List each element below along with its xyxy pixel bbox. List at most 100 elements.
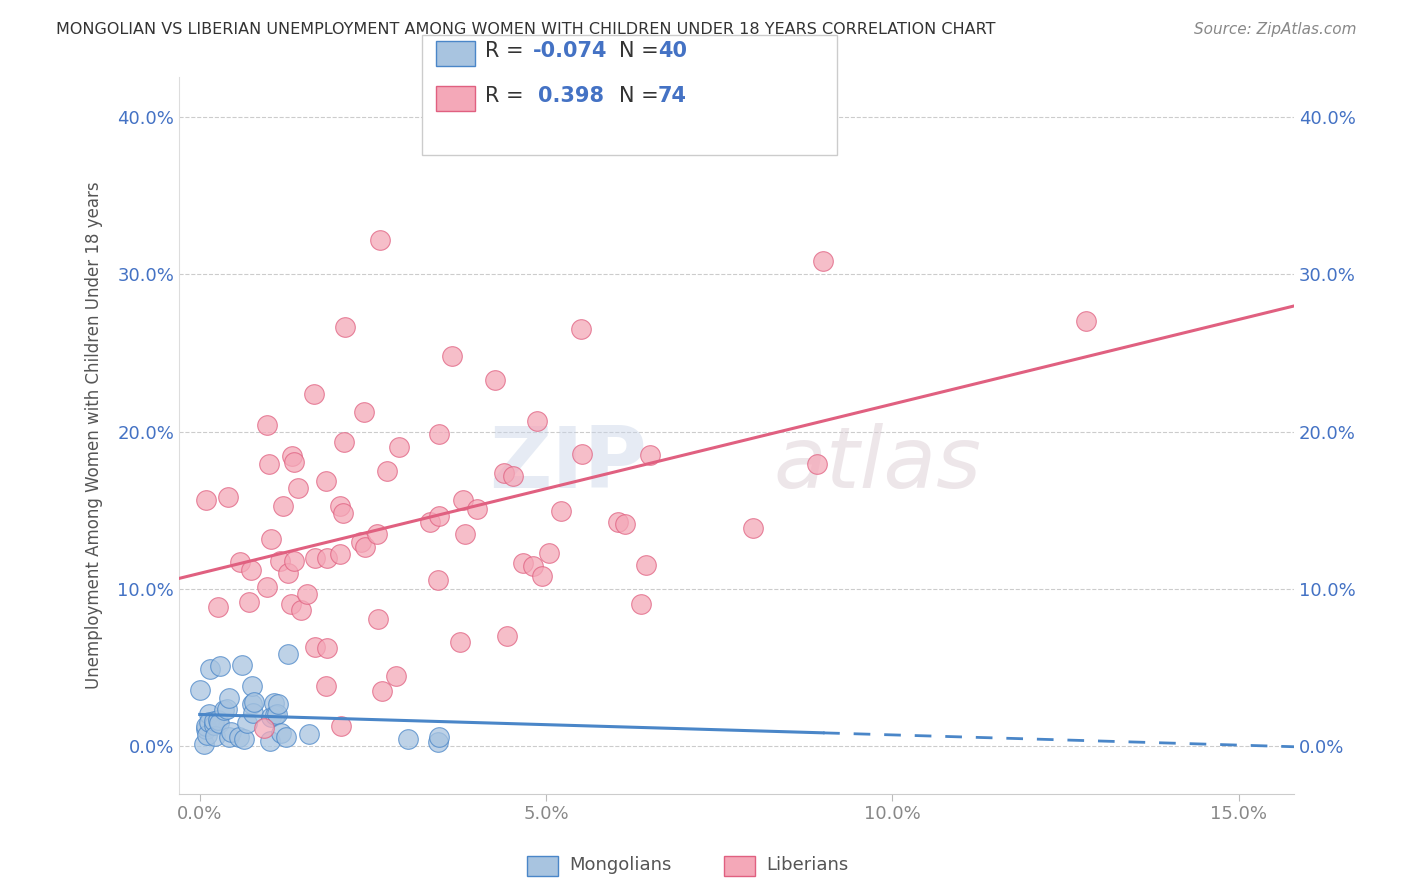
Text: Liberians: Liberians bbox=[766, 856, 848, 874]
Text: MONGOLIAN VS LIBERIAN UNEMPLOYMENT AMONG WOMEN WITH CHILDREN UNDER 18 YEARS CORR: MONGOLIAN VS LIBERIAN UNEMPLOYMENT AMONG… bbox=[56, 22, 995, 37]
Point bbox=[315, 679, 337, 693]
Point bbox=[353, 404, 375, 418]
Point bbox=[217, 702, 239, 716]
Point bbox=[333, 319, 356, 334]
Point bbox=[207, 599, 229, 614]
Point bbox=[522, 558, 544, 573]
Point bbox=[451, 492, 474, 507]
Point bbox=[240, 679, 263, 693]
Point bbox=[256, 580, 278, 594]
Point bbox=[235, 715, 257, 730]
Text: 74: 74 bbox=[658, 86, 688, 105]
Point bbox=[277, 566, 299, 581]
Point bbox=[243, 695, 266, 709]
Point bbox=[269, 554, 291, 568]
Point bbox=[212, 703, 235, 717]
Point bbox=[208, 659, 231, 673]
Point bbox=[329, 719, 352, 733]
Point bbox=[377, 464, 399, 478]
Point bbox=[427, 426, 450, 441]
Point bbox=[454, 526, 477, 541]
Point bbox=[494, 466, 516, 480]
Point bbox=[742, 521, 765, 535]
Point bbox=[287, 481, 309, 495]
Point bbox=[195, 728, 218, 742]
Point bbox=[484, 373, 506, 387]
Point bbox=[315, 474, 337, 488]
Point bbox=[806, 458, 828, 472]
Point bbox=[304, 550, 326, 565]
Point bbox=[634, 558, 657, 572]
Point bbox=[427, 509, 450, 524]
Text: N =: N = bbox=[619, 41, 665, 61]
Point bbox=[242, 706, 264, 720]
Point bbox=[232, 731, 254, 746]
Point bbox=[264, 708, 287, 723]
Point bbox=[260, 710, 283, 724]
Point bbox=[204, 729, 226, 743]
Point bbox=[419, 515, 441, 529]
Point bbox=[354, 540, 377, 554]
Point bbox=[257, 457, 280, 471]
Text: ZIP: ZIP bbox=[489, 423, 647, 506]
Point bbox=[267, 697, 290, 711]
Point bbox=[217, 490, 239, 504]
Point bbox=[332, 506, 354, 520]
Point bbox=[219, 725, 242, 739]
Point bbox=[298, 727, 321, 741]
Point bbox=[614, 516, 637, 531]
Point bbox=[283, 553, 305, 567]
Point bbox=[329, 499, 352, 513]
Point bbox=[238, 595, 260, 609]
Point bbox=[367, 612, 389, 626]
Point bbox=[502, 468, 524, 483]
Point bbox=[526, 415, 548, 429]
Text: 40: 40 bbox=[658, 41, 688, 61]
Point bbox=[260, 532, 283, 546]
Point bbox=[259, 734, 281, 748]
Point bbox=[569, 322, 592, 336]
Point bbox=[607, 515, 630, 529]
Point bbox=[270, 725, 292, 739]
Point bbox=[630, 597, 652, 611]
Point bbox=[496, 629, 519, 643]
Point bbox=[198, 715, 221, 730]
Point bbox=[350, 535, 373, 549]
Point bbox=[266, 706, 288, 721]
Point bbox=[280, 597, 302, 611]
Point bbox=[195, 492, 218, 507]
Point bbox=[276, 730, 298, 744]
Text: Mongolians: Mongolians bbox=[569, 856, 672, 874]
Text: atlas: atlas bbox=[773, 423, 981, 506]
Point bbox=[263, 696, 285, 710]
Point bbox=[811, 254, 834, 268]
Point bbox=[295, 586, 318, 600]
Point bbox=[368, 233, 391, 247]
Point bbox=[385, 669, 408, 683]
Point bbox=[427, 573, 450, 587]
Point bbox=[315, 640, 337, 655]
Point bbox=[441, 350, 464, 364]
Point bbox=[188, 683, 211, 698]
Point bbox=[194, 722, 217, 736]
Point bbox=[571, 447, 593, 461]
Point bbox=[538, 546, 561, 560]
Point bbox=[202, 718, 225, 732]
Point bbox=[371, 683, 394, 698]
Text: R =: R = bbox=[485, 86, 537, 105]
Y-axis label: Unemployment Among Women with Children Under 18 years: Unemployment Among Women with Children U… bbox=[86, 182, 103, 690]
Point bbox=[638, 448, 661, 462]
Point bbox=[427, 730, 450, 744]
Point bbox=[465, 501, 488, 516]
Point bbox=[449, 634, 471, 648]
Point bbox=[304, 386, 326, 401]
Point bbox=[304, 640, 326, 655]
Point bbox=[256, 418, 278, 433]
Point bbox=[290, 602, 312, 616]
Point bbox=[218, 730, 240, 744]
Point bbox=[193, 737, 215, 751]
Point bbox=[550, 504, 572, 518]
Point bbox=[396, 731, 419, 746]
Point bbox=[271, 500, 294, 514]
Point bbox=[277, 647, 299, 661]
